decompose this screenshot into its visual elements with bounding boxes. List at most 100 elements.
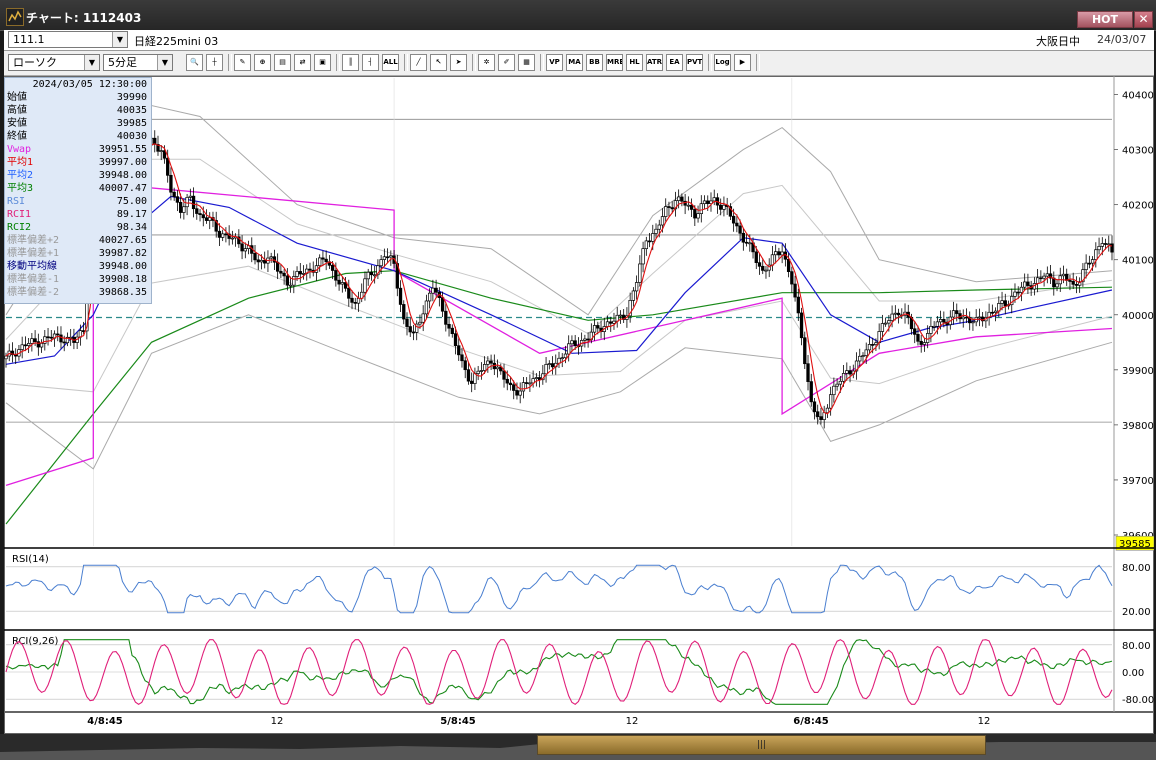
- candle-body: [195, 208, 199, 214]
- price-tick-label: 40400: [1122, 91, 1154, 102]
- bb-icon[interactable]: BB: [586, 54, 603, 71]
- candle-body: [951, 310, 956, 318]
- chevron-down-icon[interactable]: ▼: [157, 55, 172, 70]
- time-label: 6/8:45: [793, 716, 829, 727]
- log-icon[interactable]: Log: [714, 54, 731, 71]
- candle-body: [204, 217, 209, 221]
- candle-body: [521, 382, 526, 392]
- candle-body: [634, 282, 639, 292]
- candle-body: [224, 233, 228, 236]
- candle-body: [547, 363, 551, 365]
- info-label: 高値: [7, 105, 27, 116]
- crosshair-icon[interactable]: ┼: [206, 54, 223, 71]
- candle-body: [240, 243, 244, 252]
- info-label: 標準偏差-2: [7, 287, 60, 298]
- candle-body: [508, 382, 513, 386]
- candle-body: [654, 228, 658, 234]
- candle-body: [356, 297, 361, 304]
- candle-body: [440, 297, 445, 312]
- rsi-tick-label: 20.00: [1122, 607, 1151, 618]
- window-title: チャート: 1112403: [26, 11, 142, 25]
- candle-body: [353, 302, 357, 304]
- candle-body: [1016, 291, 1020, 294]
- hot-button[interactable]: HOT: [1077, 11, 1133, 28]
- chart-type-value: ローソク: [13, 56, 57, 69]
- candle-body: [929, 325, 933, 334]
- toolbar-separator: [404, 54, 408, 71]
- candle-icon[interactable]: ║: [342, 54, 359, 71]
- candle-body: [482, 364, 487, 371]
- interval-select[interactable]: 5分足 ▼: [103, 54, 173, 71]
- close-button[interactable]: ✕: [1134, 11, 1153, 28]
- candle-body: [178, 201, 183, 213]
- info-value: 39951.55: [98, 144, 147, 155]
- candle-body: [806, 363, 810, 382]
- info-value: 39948.00: [98, 261, 147, 272]
- candle-body: [657, 224, 661, 230]
- candle-body: [887, 320, 891, 324]
- candle-body: [916, 334, 920, 342]
- chart-area[interactable]: [4, 76, 1154, 712]
- candle-body: [744, 241, 749, 244]
- info-value: 89.17: [116, 209, 147, 220]
- candle-body: [828, 394, 833, 409]
- info-label: 標準偏差+2: [7, 235, 60, 246]
- ea-icon[interactable]: EA: [666, 54, 683, 71]
- volume-profile-icon[interactable]: VP: [546, 54, 563, 71]
- chevron-down-icon[interactable]: ▼: [112, 32, 127, 47]
- candle-body: [398, 287, 403, 305]
- info-value: 39985: [116, 118, 147, 129]
- export-icon[interactable]: ▶: [734, 54, 751, 71]
- candle-body: [1068, 280, 1072, 282]
- candle-body: [489, 360, 493, 364]
- candle-body: [470, 380, 474, 384]
- candle-body: [81, 330, 86, 332]
- candle-body: [667, 206, 671, 208]
- ma3-line: [5, 270, 1113, 525]
- candle-body: [696, 213, 700, 219]
- candle-body: [453, 333, 458, 347]
- candle-body: [502, 370, 506, 380]
- info-row: 始値 39990: [5, 91, 151, 104]
- price-tick-label: 39800: [1122, 421, 1154, 432]
- pen-icon[interactable]: ╱: [410, 54, 427, 71]
- candle-body: [256, 259, 260, 263]
- lock-icon[interactable]: ▣: [314, 54, 331, 71]
- pvt-icon[interactable]: PVT: [686, 54, 703, 71]
- vwap-line: [5, 181, 1113, 487]
- info-label: 標準偏差+1: [7, 248, 60, 259]
- candle-body: [961, 316, 965, 320]
- chevron-down-icon[interactable]: ▼: [84, 55, 99, 70]
- candle-body: [932, 325, 936, 328]
- candle-body: [835, 383, 839, 387]
- chart-canvas[interactable]: 40400 40300 40200 40100 40000 39900 39800 39700…: [4, 76, 1154, 712]
- code-select[interactable]: 111.1 ▼: [8, 31, 128, 48]
- candle-body: [919, 340, 923, 345]
- candle-body: [230, 237, 235, 240]
- color-icon[interactable]: ▦: [518, 54, 535, 71]
- paint-icon[interactable]: ✐: [498, 54, 515, 71]
- cursor-icon[interactable]: ↖: [430, 54, 447, 71]
- rsi-tick-label: 80.00: [1122, 563, 1151, 574]
- bar-icon[interactable]: ┤: [362, 54, 379, 71]
- atr-icon[interactable]: ATR: [646, 54, 663, 71]
- ma-icon[interactable]: MA: [566, 54, 583, 71]
- reset-icon[interactable]: ⇄: [294, 54, 311, 71]
- mre-icon[interactable]: MRE: [606, 54, 623, 71]
- chart-scale-icon[interactable]: ▤: [274, 54, 291, 71]
- chart-type-select[interactable]: ローソク ▼: [8, 54, 100, 71]
- zoom-icon[interactable]: 🔍: [186, 54, 203, 71]
- scroll-thumb[interactable]: |||: [537, 735, 986, 755]
- info-row: 平均1 39997.00: [5, 156, 151, 169]
- candle-body: [537, 377, 542, 381]
- magnet-draw-icon[interactable]: ✎: [234, 54, 251, 71]
- candle-body: [214, 220, 218, 232]
- zoom-fit-icon[interactable]: ⊕: [254, 54, 271, 71]
- arrow-icon[interactable]: ➤: [450, 54, 467, 71]
- candle-body: [845, 370, 849, 374]
- candle-body: [1084, 262, 1088, 271]
- all-icon[interactable]: ALL: [382, 54, 399, 71]
- hl-icon[interactable]: HL: [626, 54, 643, 71]
- candle-body: [858, 355, 862, 362]
- settings-icon[interactable]: ✲: [478, 54, 495, 71]
